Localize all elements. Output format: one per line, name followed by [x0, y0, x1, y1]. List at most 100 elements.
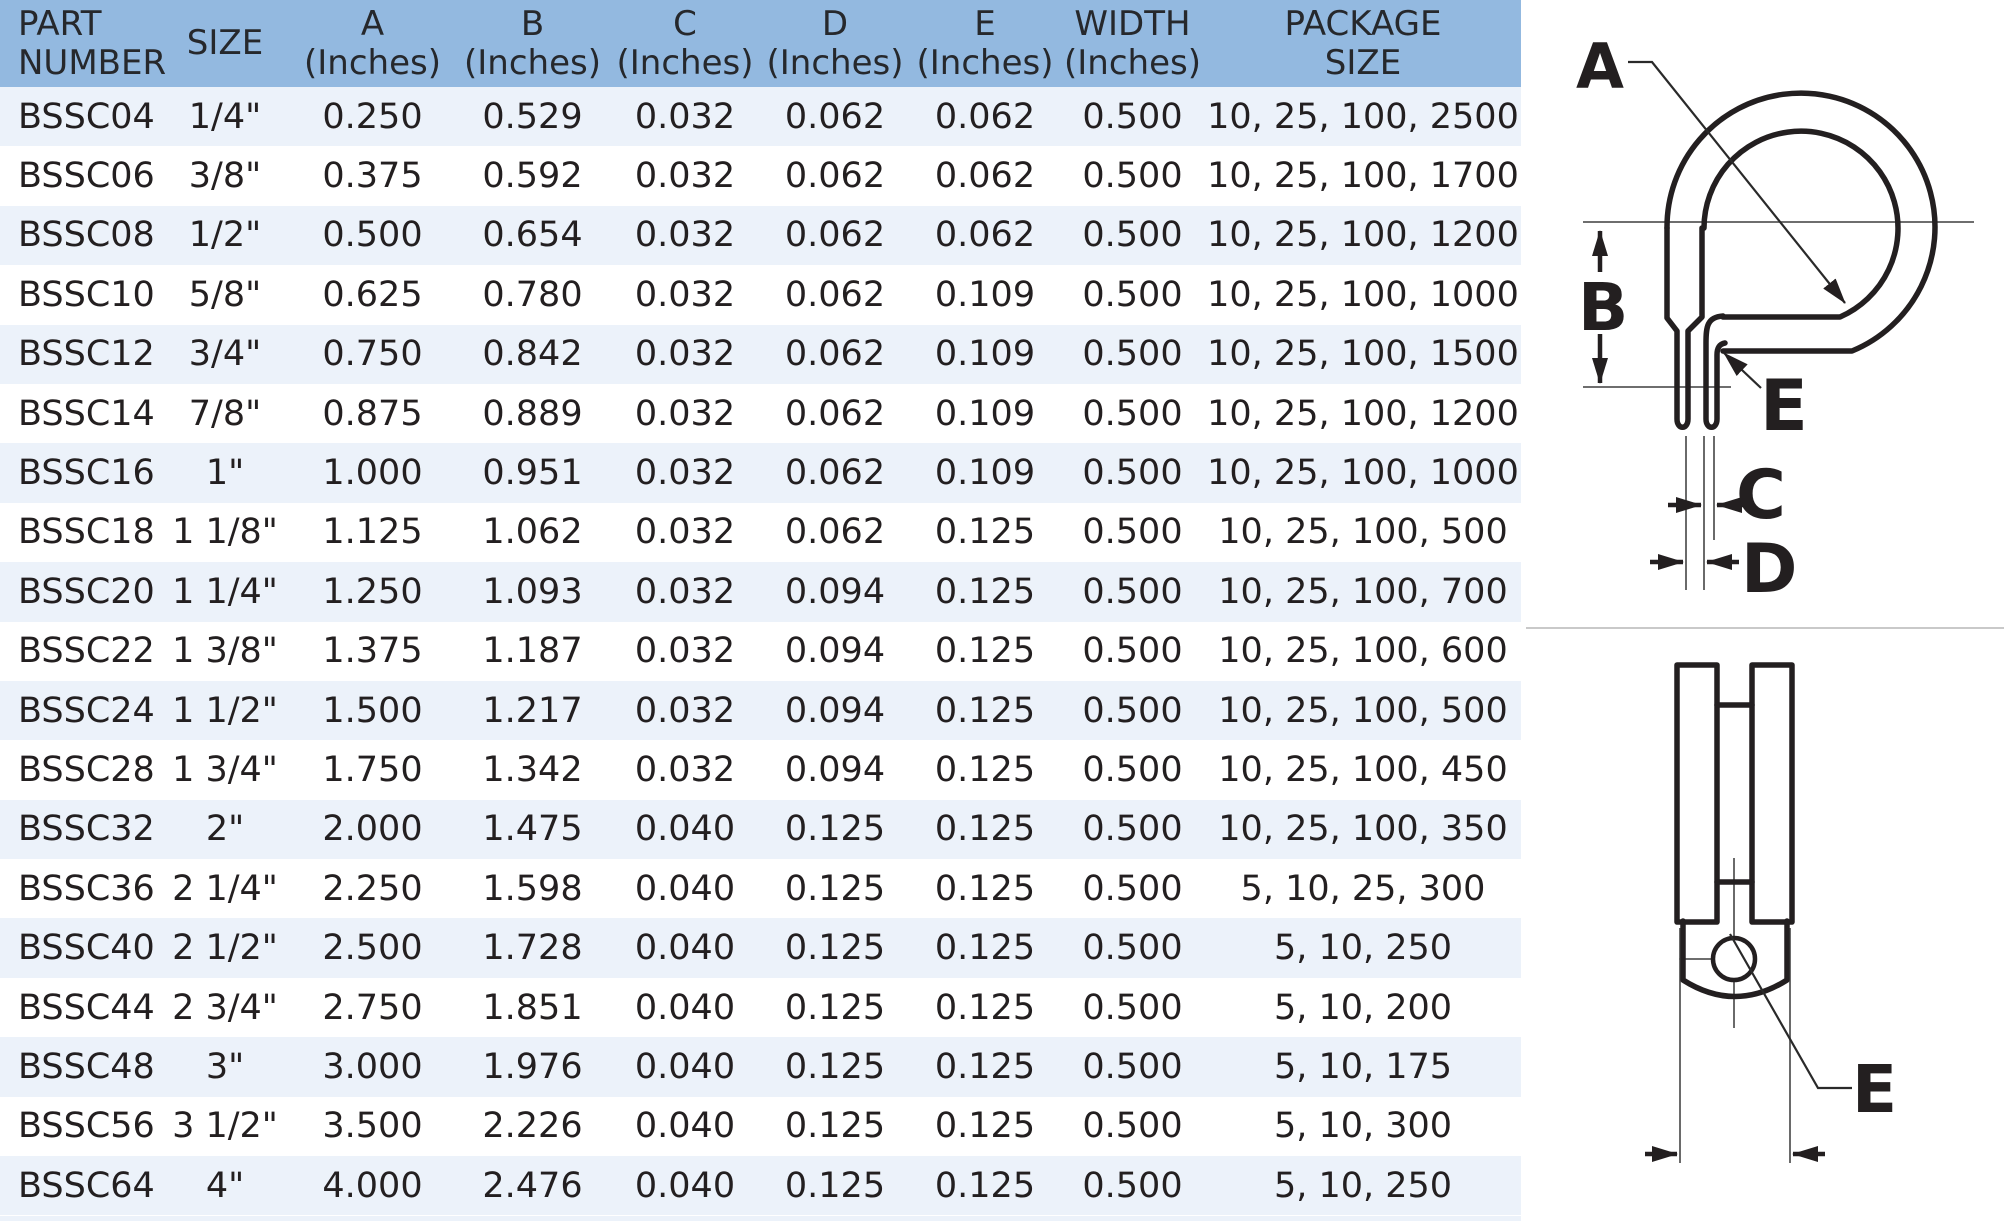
cell-width: 0.500 [1082, 690, 1183, 731]
cell-a: 3.000 [322, 1046, 423, 1087]
cell-package-size: 10, 25, 100, 1700 [1207, 156, 1519, 197]
cell-size: 1" [205, 453, 245, 494]
table-row: BSSC40 2 1/2" 2.500 1.728 0.040 0.125 0.… [0, 918, 1521, 978]
cell-e: 0.125 [934, 928, 1036, 969]
cell-b: 1.062 [482, 512, 583, 553]
cell-size: 1 3/4" [172, 749, 278, 790]
table-row: BSSC44 2 3/4" 2.750 1.851 0.040 0.125 0.… [0, 977, 1521, 1038]
cell-package-size: 10, 25, 100, 1000 [1207, 453, 1519, 494]
dim-label-c: C [1736, 456, 1786, 535]
dim-label-b: B [1578, 269, 1628, 346]
header-row: PART NUMBER SIZE A (Inches) B (Inches) C… [0, 0, 1521, 87]
cell-part-number: BSSC14 [18, 393, 155, 434]
cell-c: 0.040 [634, 809, 736, 850]
cell-e: 0.109 [934, 453, 1036, 494]
cell-e: 0.125 [934, 749, 1036, 790]
cell-c: 0.032 [634, 215, 736, 256]
cell-d: 0.125 [784, 1046, 886, 1087]
loop-inner-band [1701, 128, 1901, 320]
cell-part-number: BSSC16 [18, 453, 155, 494]
cell-width: 0.500 [1082, 1106, 1183, 1147]
table-row: BSSC36 2 1/4" 2.250 1.598 0.040 0.125 0.… [0, 859, 1521, 919]
cell-width: 0.500 [1082, 749, 1183, 790]
cell-e: 0.125 [934, 631, 1036, 672]
cell-a: 1.000 [322, 453, 423, 494]
cell-size: 4" [205, 1165, 245, 1206]
cell-b: 0.951 [482, 453, 583, 494]
cell-b: 1.217 [482, 690, 583, 731]
table-row: BSSC16 1" 1.000 0.951 0.032 0.062 0.109 … [0, 443, 1521, 503]
cell-d: 0.125 [784, 868, 886, 909]
dim-e-side-leader-arrow [1723, 352, 1762, 389]
cell-b: 0.654 [482, 215, 583, 256]
col-header-part-number: PART NUMBER [0, 0, 166, 87]
cell-package-size: 10, 25, 100, 500 [1218, 512, 1508, 553]
next-row-sliver [0, 1215, 1521, 1221]
cell-part-number: BSSC64 [18, 1165, 155, 1206]
table-row: BSSC48 3" 3.000 1.976 0.040 0.125 0.125 … [0, 1037, 1521, 1097]
cell-b: 0.592 [482, 156, 583, 197]
cell-package-size: 10, 25, 100, 1000 [1207, 274, 1519, 315]
cell-a: 1.250 [322, 571, 423, 612]
cell-size: 3" [205, 1046, 245, 1087]
cell-package-size: 10, 25, 100, 600 [1218, 631, 1508, 672]
cell-d: 0.062 [784, 512, 886, 553]
cell-a: 0.250 [322, 96, 423, 137]
cell-a: 1.375 [322, 631, 423, 672]
cell-package-size: 10, 25, 100, 500 [1218, 690, 1508, 731]
cell-e: 0.109 [934, 274, 1036, 315]
col-header-e: E (Inches) [910, 0, 1060, 87]
cell-c: 0.040 [634, 868, 736, 909]
cell-e: 0.125 [934, 571, 1036, 612]
table-row: BSSC32 2" 2.000 1.475 0.040 0.125 0.125 … [0, 799, 1521, 860]
dim-label-a: A [1576, 30, 1624, 103]
cell-d: 0.062 [784, 393, 886, 434]
cell-part-number: BSSC18 [18, 512, 155, 553]
cell-c: 0.032 [634, 749, 736, 790]
table-row: BSSC22 1 3/8" 1.375 1.187 0.032 0.094 0.… [0, 621, 1521, 681]
cell-a: 0.875 [322, 393, 423, 434]
cell-part-number: BSSC22 [18, 631, 155, 672]
cell-size: 1/4" [188, 96, 262, 137]
col-header-a: A (Inches) [290, 0, 455, 87]
table-body: BSSC04 1/4" 0.250 0.529 0.032 0.062 0.06… [0, 87, 1521, 1216]
cell-width: 0.500 [1082, 334, 1183, 375]
cell-width: 0.500 [1082, 868, 1183, 909]
band-strip-left [1674, 662, 1720, 925]
band-strip-right [1749, 662, 1795, 925]
cell-width: 0.500 [1082, 987, 1183, 1028]
cell-c: 0.032 [634, 453, 736, 494]
table-row: BSSC24 1 1/2" 1.500 1.217 0.032 0.094 0.… [0, 680, 1521, 741]
cell-b: 1.093 [482, 571, 583, 612]
cell-size: 1 1/8" [172, 512, 278, 553]
cell-part-number: BSSC10 [18, 274, 155, 315]
cell-c: 0.032 [634, 96, 736, 137]
cell-size: 1/2" [188, 215, 262, 256]
cell-d: 0.062 [784, 96, 886, 137]
cell-package-size: 5, 10, 200 [1273, 987, 1453, 1028]
cell-size: 2 1/2" [172, 928, 278, 969]
cell-size: 2 1/4" [172, 868, 278, 909]
cell-c: 0.040 [634, 1106, 736, 1147]
table-row: BSSC06 3/8" 0.375 0.592 0.032 0.062 0.06… [0, 146, 1521, 206]
cell-b: 1.976 [482, 1046, 583, 1087]
table-row: BSSC14 7/8" 0.875 0.889 0.032 0.062 0.10… [0, 383, 1521, 444]
cell-a: 2.750 [322, 987, 423, 1028]
cell-e: 0.125 [934, 1046, 1036, 1087]
table-row: BSSC20 1 1/4" 1.250 1.093 0.032 0.094 0.… [0, 562, 1521, 622]
cell-d: 0.125 [784, 1106, 886, 1147]
cell-part-number: BSSC36 [18, 868, 155, 909]
cell-width: 0.500 [1082, 1046, 1183, 1087]
cell-b: 2.476 [482, 1165, 583, 1206]
cell-package-size: 5, 10, 250 [1273, 928, 1453, 969]
table-row: BSSC64 4" 4.000 2.476 0.040 0.125 0.125 … [0, 1156, 1521, 1216]
cell-width: 0.500 [1082, 274, 1183, 315]
cell-part-number: BSSC48 [18, 1046, 155, 1087]
cell-d: 0.062 [784, 334, 886, 375]
cell-d: 0.062 [784, 156, 886, 197]
cell-width: 0.500 [1082, 96, 1183, 137]
cell-a: 4.000 [322, 1165, 423, 1206]
cell-width: 0.500 [1082, 631, 1183, 672]
cell-package-size: 5, 10, 175 [1273, 1046, 1453, 1087]
cell-package-size: 10, 25, 100, 700 [1218, 571, 1508, 612]
